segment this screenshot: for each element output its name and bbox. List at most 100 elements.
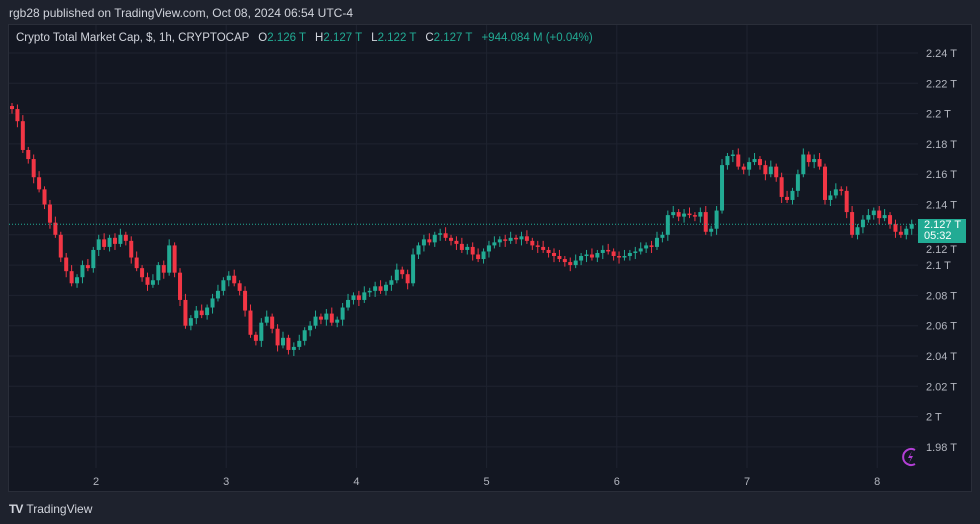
candle-body [497, 239, 502, 243]
candle-body [573, 260, 578, 266]
candle-body [638, 248, 643, 252]
candle-body [383, 284, 388, 291]
candle-body [839, 189, 844, 191]
candle-body [595, 252, 600, 258]
candle-body [725, 156, 730, 166]
candle-body [123, 234, 128, 241]
candle-body [654, 237, 659, 247]
y-tick-label: 2.18 T [926, 139, 957, 151]
y-tick-label: 2.16 T [926, 169, 957, 181]
candle-body [31, 159, 36, 178]
candle-body [150, 280, 155, 285]
symbol-legend: Crypto Total Market Cap, $, 1h, CRYPTOCA… [16, 32, 593, 44]
open-label: O [258, 32, 268, 44]
candle-body [129, 240, 134, 258]
candle-body [774, 166, 779, 178]
candle-body [226, 275, 231, 281]
candle-body [454, 240, 459, 244]
candle-body [844, 190, 849, 213]
candle-body [373, 286, 378, 291]
candle-body [459, 243, 464, 250]
candle-body [389, 280, 394, 285]
candle-body [568, 262, 573, 266]
candle-body [58, 234, 63, 258]
candle-body [449, 237, 454, 241]
candle-body [860, 219, 865, 228]
candle-body [888, 215, 893, 225]
candle-body [346, 299, 351, 308]
candle-body [96, 239, 101, 250]
candle-body [215, 290, 220, 299]
candle-body [644, 245, 649, 249]
x-tick-label: 7 [744, 476, 750, 488]
candle-body [367, 290, 372, 293]
candle-body [438, 233, 443, 235]
high-value: 2.127 T [323, 32, 362, 44]
candle-body [281, 337, 285, 346]
candle-body [785, 196, 790, 200]
candle-body [443, 233, 448, 238]
candle-body [600, 249, 605, 253]
candle-body [752, 159, 757, 163]
candle-body [855, 227, 860, 235]
candle-body [400, 269, 405, 275]
candle-body [351, 295, 356, 300]
close-value: 2.127 T [433, 32, 473, 44]
candle-body [720, 165, 725, 211]
high-label: H [315, 32, 324, 44]
candle-body [140, 268, 145, 278]
candle-body [156, 265, 161, 281]
candle-body [486, 245, 491, 252]
candle-body [579, 256, 584, 261]
candle-body [492, 242, 497, 246]
candle-body [736, 154, 741, 167]
last-price-label: 2.127 T 05:32 [918, 219, 966, 243]
lightning-bolt-icon[interactable] [900, 446, 920, 468]
candle-body [329, 313, 334, 323]
candle-body [291, 346, 296, 350]
candle-body [37, 177, 42, 190]
candle-body [145, 277, 150, 285]
candle-body [714, 210, 719, 229]
candle-body [530, 240, 535, 246]
tradingview-brand[interactable]: TV TradingView [9, 502, 92, 516]
open-value: 2.126 T [267, 32, 306, 44]
candle-body [817, 159, 822, 167]
candle-body [270, 316, 275, 329]
candle-body [253, 334, 258, 341]
candle-body [308, 325, 313, 331]
candle-body [210, 298, 215, 308]
candle-body [633, 251, 638, 253]
candle-body [757, 159, 762, 166]
candle-body [871, 210, 876, 216]
y-tick-label: 2.22 T [926, 78, 957, 90]
brand-name: TradingView [26, 502, 93, 516]
candle-body [232, 275, 237, 284]
candle-body [20, 121, 25, 150]
candle-body [465, 246, 470, 250]
candle-body [687, 213, 692, 216]
candle-body [535, 245, 540, 247]
candle-body [405, 274, 410, 284]
last-price-value: 2.127 T [924, 219, 962, 231]
candle-body [779, 177, 784, 197]
candle-body [15, 109, 20, 122]
x-tick-label: 3 [223, 476, 229, 488]
candle-body [107, 237, 112, 247]
candle-body [823, 166, 827, 200]
y-tick-label: 2.04 T [926, 351, 957, 363]
candle-body [698, 212, 703, 217]
candle-body [768, 166, 773, 175]
candle-body [812, 159, 817, 163]
candle-body [676, 212, 681, 217]
candle-body [801, 154, 806, 175]
candle-body [75, 277, 80, 284]
candle-body [205, 307, 210, 316]
symbol-title[interactable]: Crypto Total Market Cap, $, 1h, CRYPTOCA… [16, 32, 250, 44]
candle-body [790, 190, 795, 200]
low-label: L [371, 32, 378, 44]
candle-body [747, 162, 752, 170]
candle-body [297, 340, 302, 347]
x-tick-label: 5 [484, 476, 490, 488]
